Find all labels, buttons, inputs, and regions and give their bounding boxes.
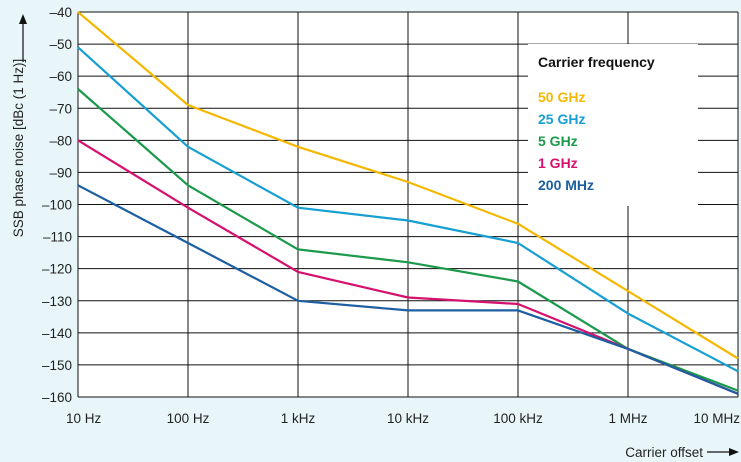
y-tick-label: –160 <box>42 390 72 405</box>
y-tick-label: –60 <box>49 69 72 84</box>
x-arrow-head <box>729 448 739 456</box>
x-tick-label: 100 Hz <box>167 411 210 426</box>
y-tick-label: –50 <box>49 37 72 52</box>
x-tick-labels: 10 Hz 100 Hz 1 kHz 10 kHz 100 kHz 1 MHz 10 MHz <box>66 411 740 426</box>
legend-item: 200 MHz <box>538 177 594 193</box>
x-axis-arrow <box>707 448 739 456</box>
legend-items: 50 GHz 25 GHz 5 GHz 1 GHz 200 MHz <box>538 89 594 193</box>
legend-item: 50 GHz <box>538 89 585 105</box>
legend-item: 25 GHz <box>538 111 585 127</box>
y-tick-label: –150 <box>42 358 72 373</box>
legend-item: 5 GHz <box>538 133 578 149</box>
x-tick-label: 10 Hz <box>66 411 102 426</box>
y-tick-label: –100 <box>42 198 72 213</box>
y-axis-arrow <box>19 14 27 62</box>
series-line-200-mhz <box>77 184 739 395</box>
series-lines <box>77 11 739 395</box>
y-tick-label: –80 <box>49 133 72 148</box>
y-tick-label: –40 <box>49 5 72 20</box>
x-tick-label: 1 MHz <box>608 411 647 426</box>
y-tick-label: –130 <box>42 294 72 309</box>
series-line-25-ghz <box>77 46 739 373</box>
y-tick-label: –140 <box>42 326 72 341</box>
x-tick-label: 10 MHz <box>693 411 740 426</box>
x-axis-label: Carrier offset <box>625 445 703 460</box>
y-tick-labels: –40 –50 –60 –70 –80 –90 –100 –110 –120 –130 –140 –1… <box>42 5 72 405</box>
y-axis-label: SSB phase noise [dBc (1 Hz)] <box>11 59 26 238</box>
y-tick-label: –70 <box>49 101 72 116</box>
x-tick-label: 100 kHz <box>493 411 543 426</box>
legend-box <box>528 44 698 206</box>
x-tick-label: 10 kHz <box>387 411 429 426</box>
legend-title: Carrier frequency <box>538 54 655 70</box>
series-line-50-ghz <box>77 11 739 360</box>
y-tick-label: –120 <box>42 262 72 277</box>
y-tick-label: –110 <box>43 230 72 245</box>
y-tick-label: –90 <box>49 165 72 180</box>
y-arrow-head <box>19 14 27 24</box>
legend-item: 1 GHz <box>538 155 578 171</box>
x-tick-label: 1 kHz <box>281 411 316 426</box>
